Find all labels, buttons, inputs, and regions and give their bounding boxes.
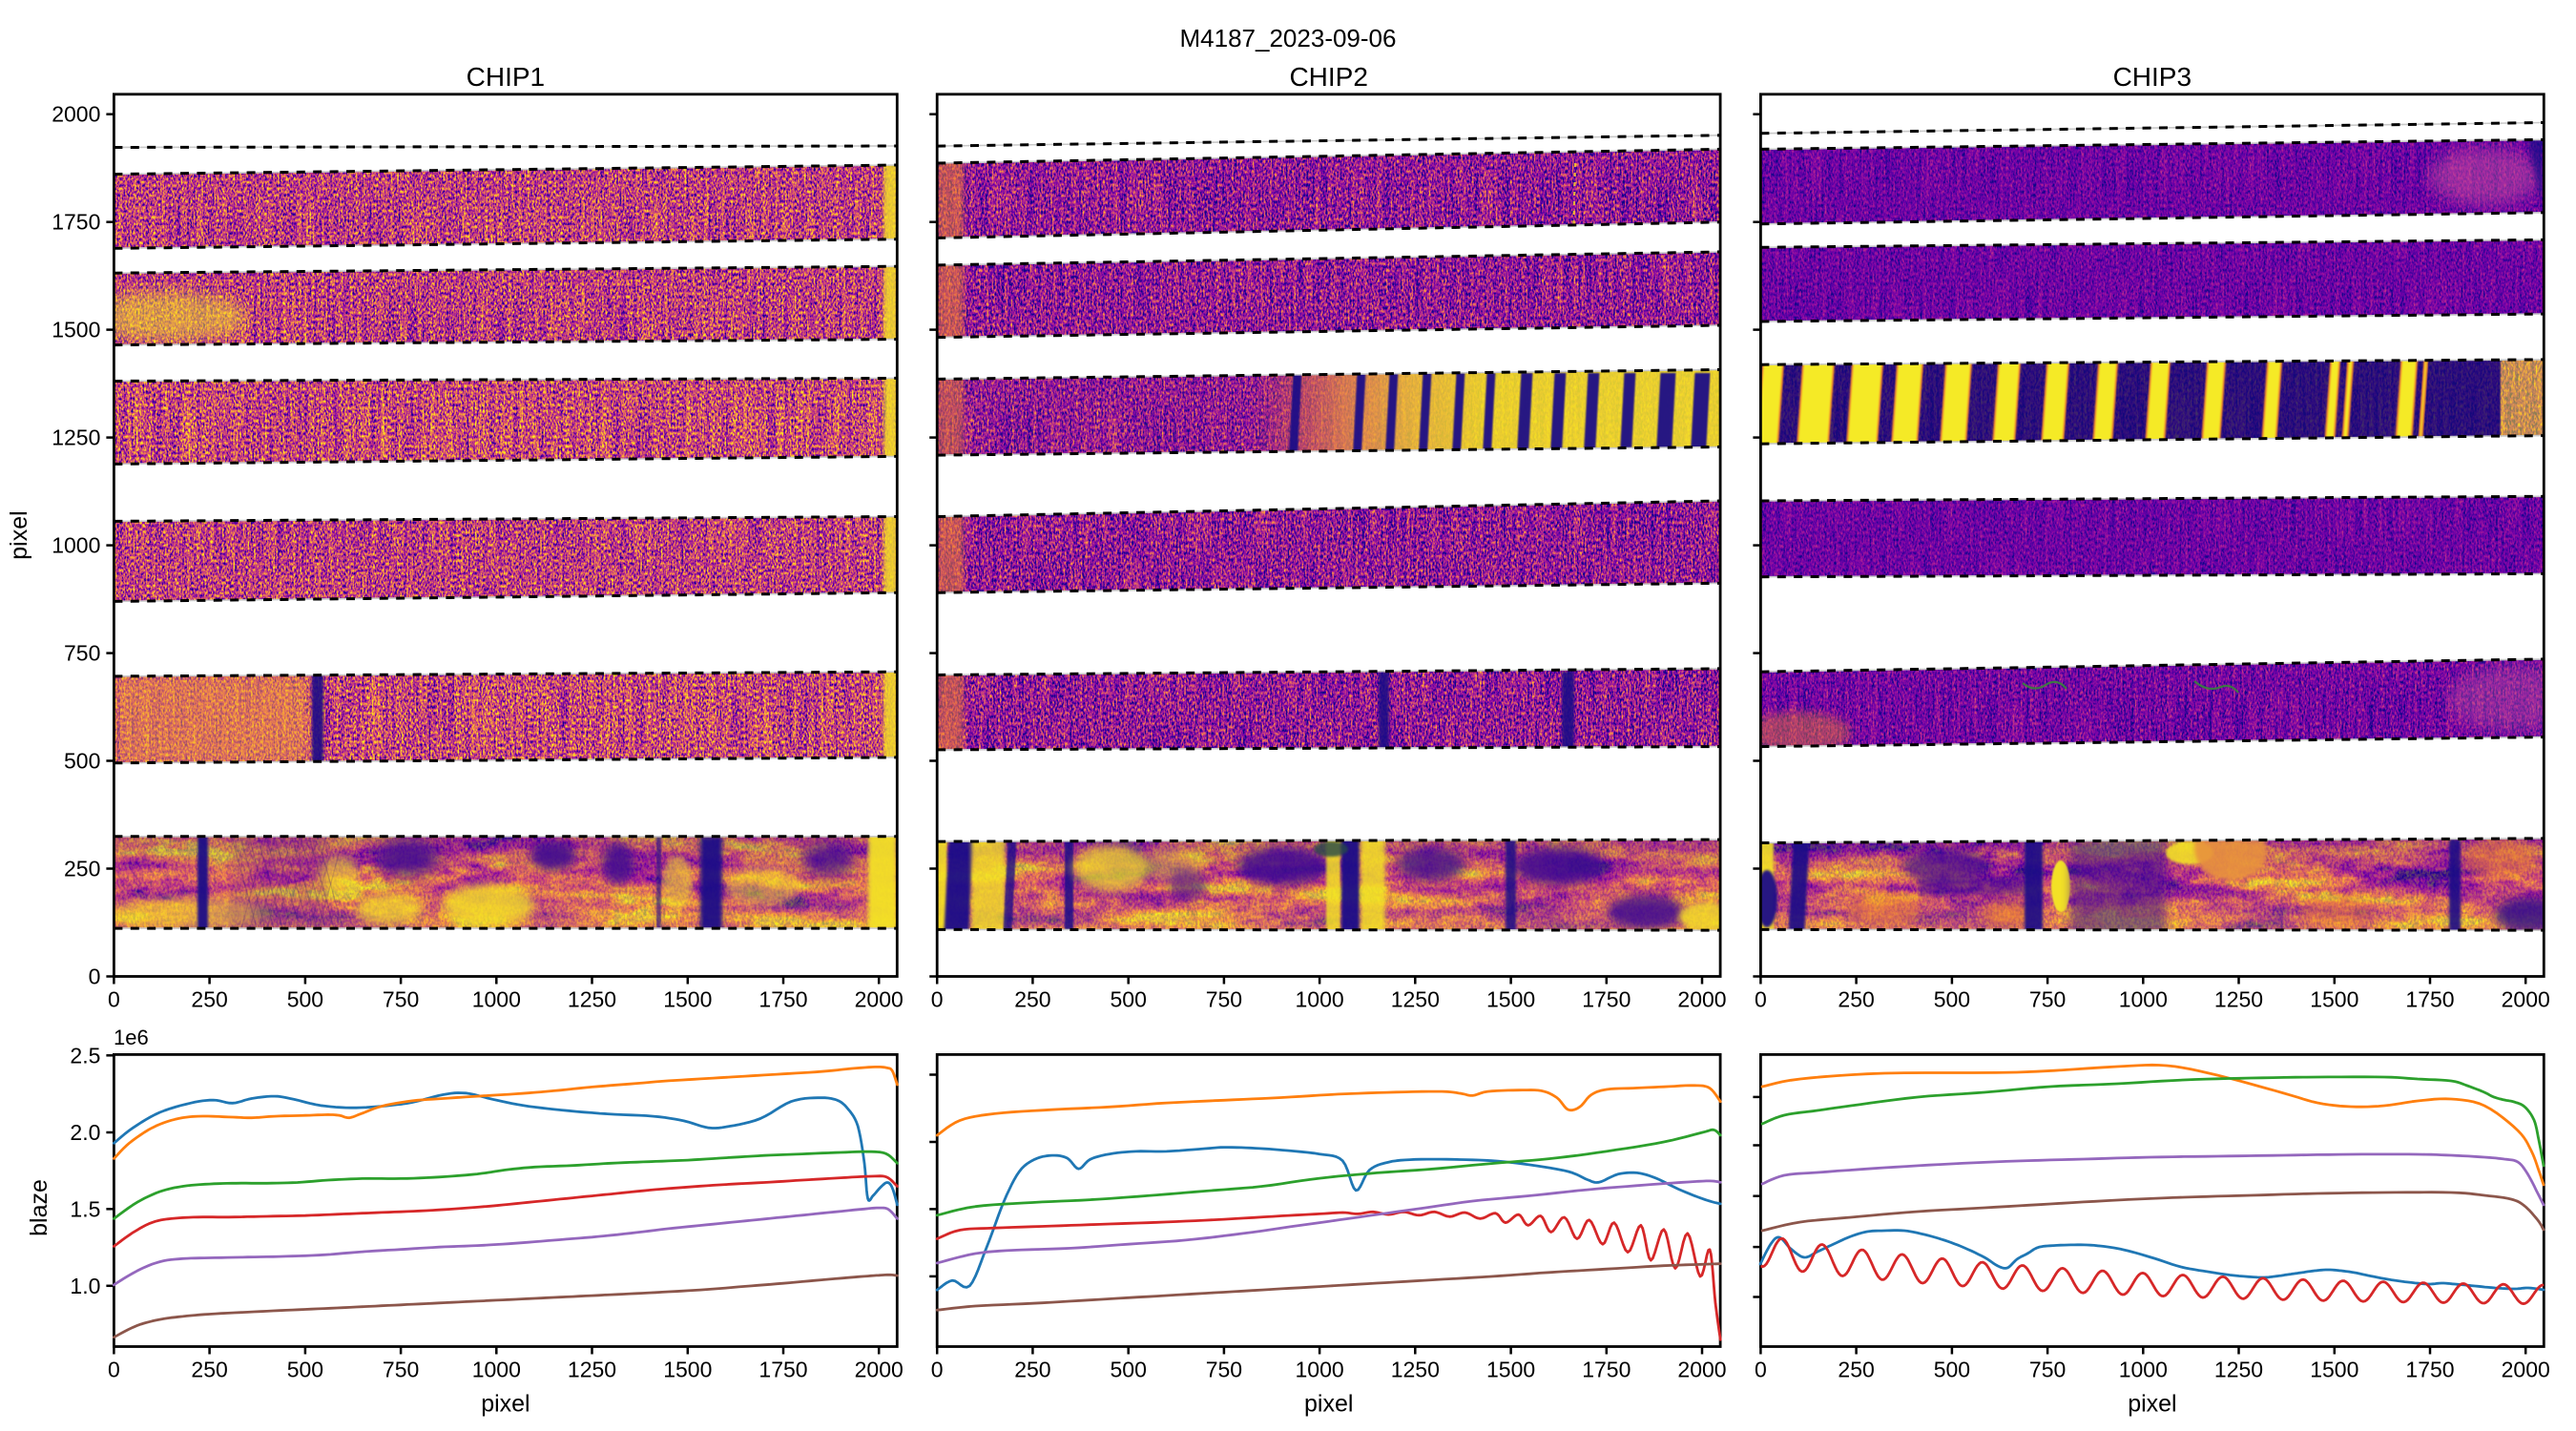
svg-text:1250: 1250 <box>2214 987 2263 1012</box>
svg-text:0: 0 <box>108 987 120 1012</box>
svg-text:500: 500 <box>1111 1358 1147 1382</box>
svg-text:1750: 1750 <box>1582 987 1631 1012</box>
svg-text:1000: 1000 <box>472 1358 521 1382</box>
svg-text:0: 0 <box>931 1358 944 1382</box>
svg-text:2000: 2000 <box>2502 1358 2550 1382</box>
svg-text:0: 0 <box>1755 987 1767 1012</box>
svg-text:CHIP2: CHIP2 <box>1289 62 1367 92</box>
svg-text:250: 250 <box>1014 1358 1050 1382</box>
svg-text:CHIP1: CHIP1 <box>467 62 545 92</box>
svg-text:250: 250 <box>191 987 227 1012</box>
svg-text:1000: 1000 <box>1296 1358 1344 1382</box>
svg-text:1250: 1250 <box>1391 1358 1440 1382</box>
svg-text:1500: 1500 <box>52 318 100 342</box>
svg-text:500: 500 <box>64 749 100 774</box>
svg-text:1000: 1000 <box>472 987 521 1012</box>
svg-text:1.0: 1.0 <box>70 1274 100 1298</box>
svg-text:1750: 1750 <box>1582 1358 1631 1382</box>
svg-text:1750: 1750 <box>2405 1358 2454 1382</box>
svg-text:2000: 2000 <box>1677 1358 1726 1382</box>
svg-text:500: 500 <box>287 1358 323 1382</box>
svg-text:750: 750 <box>1206 1358 1242 1382</box>
svg-text:1500: 1500 <box>2310 1358 2358 1382</box>
svg-text:1500: 1500 <box>663 987 712 1012</box>
svg-text:1250: 1250 <box>568 987 616 1012</box>
svg-text:blaze: blaze <box>26 1179 52 1236</box>
svg-text:pixel: pixel <box>481 1391 530 1418</box>
svg-text:500: 500 <box>1934 1358 1970 1382</box>
svg-text:500: 500 <box>287 987 323 1012</box>
svg-text:1250: 1250 <box>52 425 100 450</box>
svg-text:2000: 2000 <box>855 987 904 1012</box>
svg-text:750: 750 <box>383 987 419 1012</box>
svg-text:2.0: 2.0 <box>70 1120 100 1145</box>
svg-text:2000: 2000 <box>1677 987 1726 1012</box>
svg-text:1500: 1500 <box>663 1358 712 1382</box>
svg-text:pixel: pixel <box>2128 1391 2176 1418</box>
svg-text:750: 750 <box>2029 987 2066 1012</box>
svg-text:750: 750 <box>383 1358 419 1382</box>
svg-text:1500: 1500 <box>2310 987 2358 1012</box>
svg-text:1000: 1000 <box>1296 987 1344 1012</box>
svg-text:250: 250 <box>1838 1358 1874 1382</box>
svg-text:500: 500 <box>1934 987 1970 1012</box>
svg-text:750: 750 <box>1206 987 1242 1012</box>
svg-text:pixel: pixel <box>6 510 32 559</box>
svg-text:1750: 1750 <box>758 1358 807 1382</box>
svg-text:2000: 2000 <box>855 1358 904 1382</box>
svg-text:250: 250 <box>191 1358 227 1382</box>
svg-text:1500: 1500 <box>1486 987 1535 1012</box>
svg-text:250: 250 <box>1838 987 1874 1012</box>
svg-text:1000: 1000 <box>2119 1358 2168 1382</box>
svg-text:2000: 2000 <box>52 102 100 127</box>
svg-text:CHIP3: CHIP3 <box>2113 62 2192 92</box>
svg-text:1.5: 1.5 <box>70 1196 100 1221</box>
svg-text:2000: 2000 <box>2502 987 2550 1012</box>
svg-text:750: 750 <box>64 641 100 666</box>
svg-text:1000: 1000 <box>2119 987 2168 1012</box>
svg-text:1250: 1250 <box>568 1358 616 1382</box>
svg-text:1750: 1750 <box>758 987 807 1012</box>
svg-text:1250: 1250 <box>1391 987 1440 1012</box>
svg-text:250: 250 <box>64 857 100 881</box>
svg-text:1750: 1750 <box>52 210 100 235</box>
svg-text:1000: 1000 <box>52 533 100 558</box>
svg-text:0: 0 <box>89 964 101 989</box>
svg-text:500: 500 <box>1111 987 1147 1012</box>
svg-text:0: 0 <box>108 1358 120 1382</box>
svg-text:1750: 1750 <box>2405 987 2454 1012</box>
svg-text:1250: 1250 <box>2214 1358 2263 1382</box>
svg-text:M4187_2023-09-06: M4187_2023-09-06 <box>1180 24 1397 52</box>
svg-text:1500: 1500 <box>1486 1358 1535 1382</box>
svg-text:2.5: 2.5 <box>70 1043 100 1068</box>
svg-text:0: 0 <box>931 987 944 1012</box>
svg-text:250: 250 <box>1014 987 1050 1012</box>
svg-text:0: 0 <box>1755 1358 1767 1382</box>
svg-text:pixel: pixel <box>1304 1391 1353 1418</box>
svg-text:750: 750 <box>2029 1358 2066 1382</box>
svg-text:1e6: 1e6 <box>114 1026 149 1049</box>
